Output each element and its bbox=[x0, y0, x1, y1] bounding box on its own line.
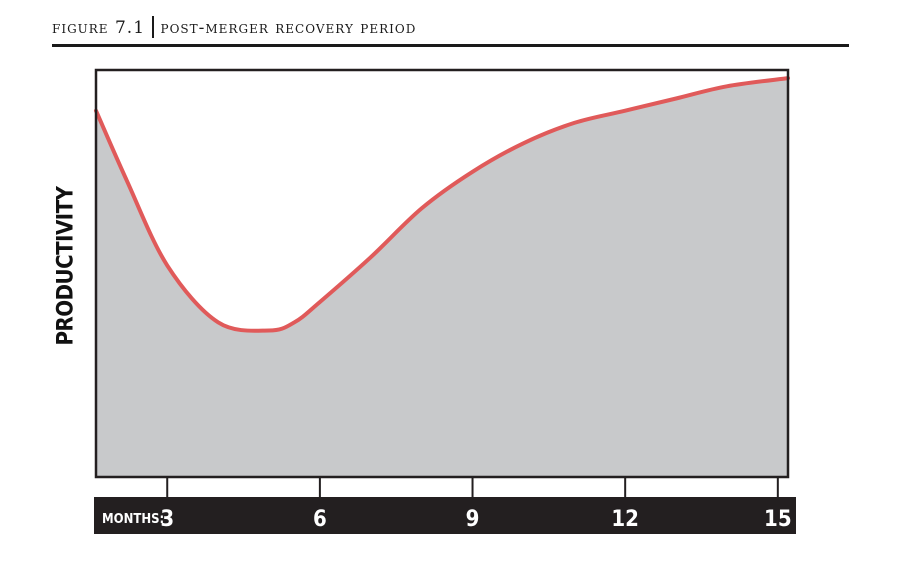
x-tick-label: 12 bbox=[611, 507, 639, 532]
x-tick-label: 15 bbox=[764, 507, 792, 532]
x-tick-label: 6 bbox=[313, 507, 327, 532]
x-tick-label: 9 bbox=[466, 507, 480, 532]
series-line bbox=[94, 76, 790, 333]
x-ticks: 3 6 9 12 15 bbox=[160, 477, 792, 532]
plot-frame bbox=[94, 68, 790, 479]
figure-number: 7.1 bbox=[114, 18, 146, 38]
figure-title-text: post-merger recovery period bbox=[160, 18, 417, 38]
x-axis-label: MONTHS: bbox=[102, 512, 164, 527]
figure-title: figure 7.1 post-merger recovery period bbox=[52, 16, 416, 38]
title-rule bbox=[52, 44, 849, 47]
x-axis-bar bbox=[94, 497, 796, 534]
x-tick-label: 3 bbox=[160, 507, 174, 532]
y-axis-label: PRODUCTIVITY bbox=[53, 186, 79, 346]
series-area-fill bbox=[96, 78, 788, 477]
figure-prefix: figure bbox=[52, 18, 109, 38]
title-separator bbox=[152, 16, 154, 38]
